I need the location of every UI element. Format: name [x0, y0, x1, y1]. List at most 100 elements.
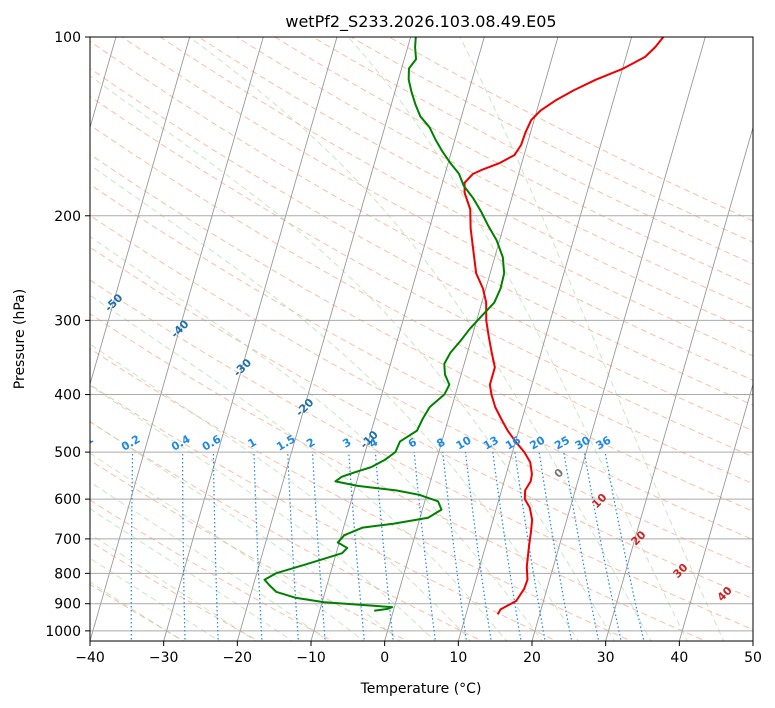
moist-adiabat: [347, 37, 688, 641]
mixing-ratio-label: 0.1: [72, 433, 95, 454]
dewpoint-profile-line: [263, 37, 506, 612]
dry-adiabat: [90, 95, 753, 458]
isotherm-line: [310, 37, 485, 641]
mixing-ratio-line: [348, 452, 365, 641]
dry-adiabat-label: 20: [629, 528, 649, 548]
x-tick-label: 30: [597, 650, 615, 666]
dry-adiabat: [90, 246, 753, 600]
moist-adiabat: [90, 452, 365, 641]
dry-adiabat: [90, 313, 707, 641]
mixing-ratio-label: 13: [481, 434, 501, 453]
moist-adiabat: [90, 384, 436, 641]
isotherm-label: -50: [102, 291, 125, 314]
y-tick-label: 600: [54, 492, 81, 508]
mixing-ratio-line: [538, 452, 573, 641]
mixing-ratio-line: [604, 452, 645, 641]
mixing-ratio-line: [492, 452, 522, 641]
dry-adiabat: [121, 37, 753, 381]
dry-adiabat: [197, 37, 753, 333]
moist-adiabat: [90, 294, 508, 641]
isotherm-line: [531, 37, 706, 641]
mixing-ratio-line: [583, 452, 622, 641]
isotherm-line: [90, 37, 191, 386]
mixing-ratio-line: [563, 452, 600, 641]
y-tick-label: 300: [54, 313, 81, 329]
isotherm-line: [163, 37, 338, 641]
mixing-ratio-label: 20: [528, 433, 548, 452]
y-tick-label: 500: [54, 445, 81, 461]
dry-adiabat: [388, 37, 753, 222]
dry-adiabat: [159, 37, 753, 357]
mixing-ratio-line: [464, 452, 492, 641]
dry-adiabat-label: 40: [715, 584, 735, 604]
isotherm-line: [752, 639, 753, 641]
dry-adiabat: [90, 421, 483, 641]
x-tick-label: −20: [223, 650, 253, 666]
y-tick-label: 700: [54, 532, 81, 548]
mixing-ratio-line: [442, 452, 468, 641]
moist-adiabat: [189, 37, 652, 641]
x-tick-label: 40: [670, 650, 688, 666]
mixing-ratio-line: [311, 452, 326, 641]
moist-adiabat: [90, 508, 293, 641]
dry-adiabat: [235, 37, 753, 310]
dry-adiabat: [90, 279, 753, 631]
moist-adiabat: [90, 420, 401, 641]
y-axis-label: Pressure (hPa): [12, 289, 28, 389]
mixing-ratio-label: 2: [304, 436, 317, 451]
dry-adiabat: [90, 459, 409, 641]
chart-title: wetPf2_S233.2026.103.08.49.E05: [285, 12, 556, 32]
mixing-ratio-label: 0.4: [169, 432, 193, 453]
x-tick-label: −30: [149, 650, 179, 666]
mixing-ratio-line: [287, 452, 299, 641]
moist-adiabat: [90, 235, 544, 641]
y-tick-label: 900: [54, 597, 81, 613]
moist-adiabat: [90, 557, 221, 641]
x-tick-label: 0: [380, 650, 389, 666]
isotherm-label: -30: [231, 356, 254, 379]
mixing-ratio-label: 36: [593, 433, 613, 452]
moist-adiabat: [90, 343, 472, 641]
isotherm-line: [457, 37, 633, 641]
moist-adiabat: [459, 37, 725, 641]
dry-adiabat: [90, 124, 753, 485]
mixing-ratio-label: 16: [503, 433, 523, 452]
mixing-ratio-label: 0.2: [119, 433, 142, 454]
moist-adiabat: [90, 481, 329, 641]
isotherm-line: [384, 37, 559, 641]
x-tick-label: −40: [75, 650, 105, 666]
mixing-ratio-label: 10: [454, 433, 474, 452]
mixing-ratio-line: [413, 452, 436, 641]
mixing-ratio-line: [212, 452, 219, 641]
mixing-ratio-label: 6: [406, 435, 419, 450]
plot-frame: [89, 36, 754, 642]
mixing-ratio-label: 3: [340, 436, 353, 451]
mixing-ratio-line: [253, 452, 263, 641]
mixing-ratio-label: 30: [573, 433, 593, 452]
y-tick-label: 800: [54, 566, 81, 582]
dry-adiabat: [90, 67, 753, 432]
dry-adiabat: [312, 37, 753, 265]
mixing-ratio-label: 1.5: [274, 433, 297, 454]
y-tick-label: 1000: [45, 624, 81, 640]
x-tick-label: 10: [449, 650, 467, 666]
dry-adiabat: [90, 214, 753, 570]
x-tick-label: 20: [523, 650, 541, 666]
dry-adiabat: [90, 348, 633, 641]
isotherm-label: -70: [0, 184, 9, 207]
dry-adiabat: [350, 37, 753, 243]
mixing-ratio-label: 0.6: [200, 432, 224, 453]
isotherm-label: -60: [43, 240, 66, 263]
mixing-ratio-line: [374, 452, 394, 641]
mixing-ratio-label: 1: [246, 436, 259, 451]
y-tick-label: 100: [54, 30, 81, 46]
x-axis-label: Temperature (°C): [360, 681, 482, 697]
y-tick-label: 400: [54, 388, 81, 404]
dry-adiabat: [90, 384, 558, 641]
isotherm-line: [678, 382, 753, 641]
isotherm-line: [605, 125, 753, 641]
dry-adiabat: [90, 40, 753, 406]
dry-adiabat: [90, 540, 260, 641]
isotherm-line: [90, 37, 264, 641]
